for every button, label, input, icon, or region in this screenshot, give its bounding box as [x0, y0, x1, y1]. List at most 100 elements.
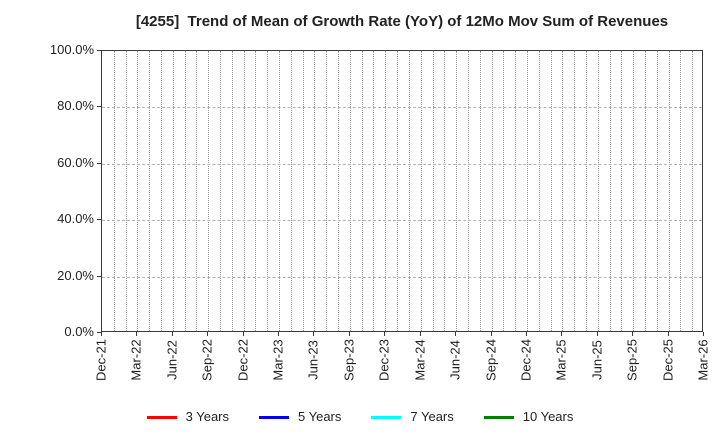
vertical-gridline — [184, 51, 186, 331]
x-axis-tick-mark — [455, 332, 457, 336]
x-axis-tick-mark — [667, 332, 669, 336]
vertical-gridline — [503, 51, 505, 331]
vertical-gridline — [326, 51, 328, 331]
x-axis-tick-mark — [632, 332, 634, 336]
x-axis-tick-label: Mar-22 — [128, 339, 144, 381]
x-axis-tick-label: Sep-23 — [341, 339, 357, 381]
legend-label: 7 Years — [410, 409, 454, 424]
x-axis-tick-mark — [242, 332, 244, 336]
vertical-gridline — [196, 51, 198, 331]
vertical-gridline — [267, 51, 269, 331]
vertical-gridline — [125, 51, 127, 331]
x-axis-tick-mark — [313, 332, 315, 336]
legend-line-swatch — [371, 415, 402, 419]
x-axis-tick-label: Dec-23 — [376, 339, 392, 381]
vertical-gridline — [633, 51, 635, 331]
vertical-gridline — [137, 51, 139, 331]
legend-line-swatch — [259, 415, 289, 419]
x-axis-tick-mark — [525, 332, 527, 336]
x-axis-tick-label: Mar-25 — [553, 339, 569, 381]
vertical-gridline — [526, 51, 528, 331]
legend-label: 3 Years — [185, 409, 229, 424]
vertical-gridline — [656, 51, 658, 331]
vertical-gridline — [255, 51, 257, 331]
vertical-gridline — [621, 51, 623, 331]
vertical-gridline — [220, 51, 222, 331]
vertical-gridline — [491, 51, 493, 331]
vertical-gridline — [279, 51, 281, 331]
vertical-gridline — [515, 51, 517, 331]
y-axis-tick-mark — [97, 106, 101, 108]
x-axis-tick-mark — [101, 332, 102, 336]
y-axis-tick-label: 20.0% — [57, 267, 94, 283]
vertical-gridline — [668, 51, 670, 331]
horizontal-gridline — [102, 220, 702, 222]
x-axis-tick-mark — [703, 332, 704, 336]
vertical-gridline — [680, 51, 682, 331]
horizontal-gridline — [102, 276, 702, 278]
x-axis-tick-mark — [561, 332, 563, 336]
x-axis-tick-label: Mar-23 — [270, 339, 286, 381]
vertical-gridline — [562, 51, 564, 331]
legend-line-swatch — [483, 415, 514, 419]
vertical-gridline — [149, 51, 151, 331]
x-axis-tick-label: Jun-25 — [589, 340, 605, 380]
x-axis-tick-label: Jun-24 — [447, 340, 463, 380]
vertical-gridline — [161, 51, 163, 331]
vertical-gridline — [550, 51, 552, 331]
x-axis-tick-mark — [596, 332, 598, 336]
vertical-gridline — [574, 51, 576, 331]
y-axis-tick-mark — [97, 162, 101, 164]
vertical-gridline — [172, 51, 174, 331]
vertical-gridline — [585, 51, 587, 331]
vertical-gridline — [290, 51, 292, 331]
x-axis-tick-mark — [419, 332, 421, 336]
vertical-gridline — [597, 51, 599, 331]
plot-area — [101, 50, 703, 332]
y-axis-tick-label: 100.0% — [49, 42, 94, 57]
legend-label: 10 Years — [522, 409, 574, 424]
vertical-gridline — [692, 51, 694, 331]
x-axis-tick-mark — [490, 332, 492, 336]
x-axis-tick-label: Dec-25 — [660, 339, 676, 381]
x-axis-tick-label: Sep-24 — [483, 339, 499, 381]
vertical-gridline — [432, 51, 434, 331]
x-axis-tick-label: Mar-26 — [695, 339, 711, 381]
vertical-gridline — [397, 51, 399, 331]
vertical-gridline — [314, 51, 316, 331]
y-axis-tick-label: 60.0% — [57, 154, 94, 170]
chart-title: [4255] Trend of Mean of Growth Rate (YoY… — [135, 13, 669, 30]
x-axis-tick-mark — [171, 332, 173, 336]
vertical-gridline — [408, 51, 410, 331]
vertical-gridline — [456, 51, 458, 331]
y-axis-tick-mark — [97, 50, 101, 51]
vertical-gridline — [444, 51, 446, 331]
vertical-gridline — [644, 51, 646, 331]
x-axis-tick-label: Dec-22 — [235, 339, 251, 381]
vertical-gridline — [361, 51, 363, 331]
vertical-gridline — [302, 51, 304, 331]
y-axis-tick-label: 0.0% — [64, 324, 94, 339]
x-axis-tick-label: Sep-22 — [199, 339, 215, 381]
y-axis-tick-mark — [97, 332, 101, 333]
vertical-gridline — [609, 51, 611, 331]
y-axis-tick-mark — [97, 219, 101, 221]
x-axis-tick-label: Mar-24 — [412, 339, 428, 381]
vertical-gridline — [113, 51, 115, 331]
y-axis-tick-mark — [97, 275, 101, 277]
vertical-gridline — [349, 51, 351, 331]
x-axis-tick-label: Dec-21 — [93, 339, 109, 381]
y-axis-tick-label: 80.0% — [57, 98, 94, 114]
y-axis-tick-label: 40.0% — [57, 211, 94, 227]
horizontal-gridline — [102, 163, 702, 165]
x-axis-tick-mark — [384, 332, 386, 336]
x-axis-tick-label: Dec-24 — [518, 339, 534, 381]
vertical-gridline — [373, 51, 375, 331]
x-axis-tick-mark — [207, 332, 209, 336]
legend: 3 Years 5 Years 7 Years 10 Years — [0, 405, 720, 429]
x-axis-tick-label: Jun-22 — [164, 340, 180, 380]
vertical-gridline — [538, 51, 540, 331]
x-axis-tick-mark — [348, 332, 350, 336]
x-axis-tick-mark — [136, 332, 138, 336]
